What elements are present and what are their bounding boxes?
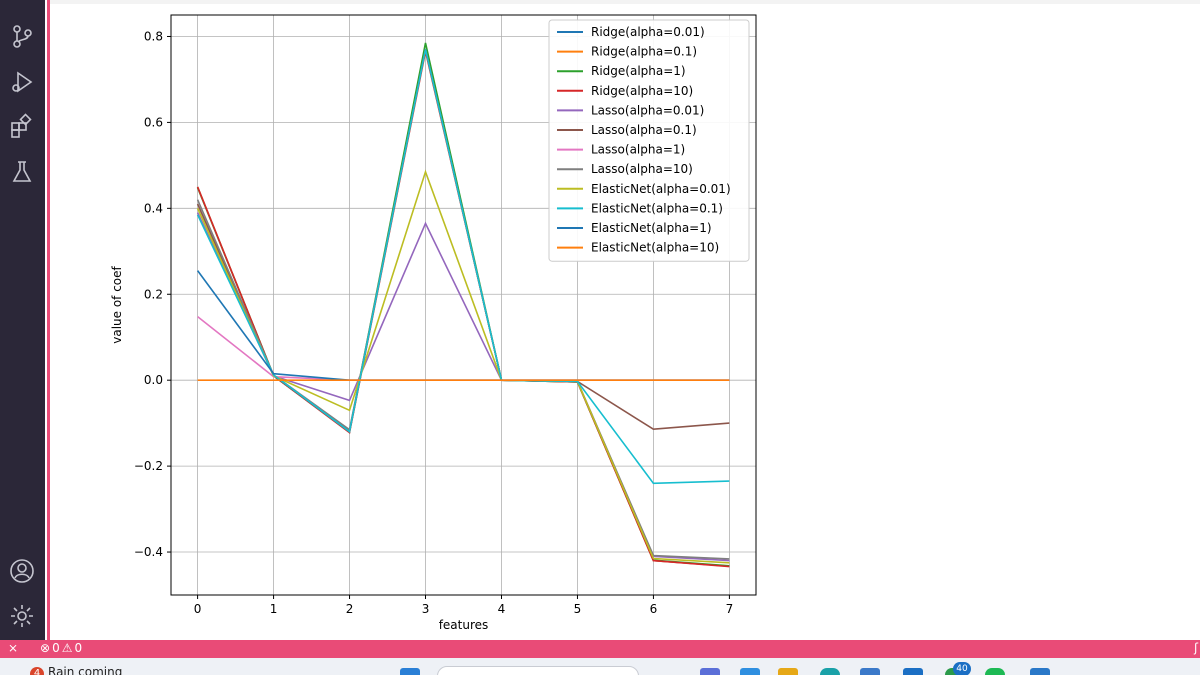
x-tick-label: 5 — [574, 602, 582, 616]
series-line — [197, 315, 730, 382]
legend-label: ElasticNet(alpha=1) — [591, 221, 712, 235]
settings-gear-icon[interactable] — [8, 602, 36, 630]
series-line — [196, 169, 730, 564]
x-tick-label: 3 — [422, 602, 430, 616]
coef-line-chart: 0 1 2 3 4 5 6 7 0.8 0.6 0.4 0.2 0.0 −0.2 −0.4 features v… — [110, 14, 757, 632]
testing-icon[interactable] — [8, 158, 36, 186]
plot-frame — [170, 14, 757, 596]
legend-label: Lasso(alpha=1) — [591, 143, 685, 157]
legend-label: Ridge(alpha=0.01) — [591, 25, 705, 39]
task-view-icon[interactable] — [700, 668, 720, 675]
outlook-icon[interactable] — [903, 668, 923, 675]
legend-box — [548, 19, 750, 262]
mail-icon[interactable] — [860, 668, 880, 675]
legend-label: Lasso(alpha=10) — [591, 162, 693, 176]
warning-count: 0 — [74, 641, 83, 655]
error-icon: ⊗ — [40, 641, 51, 655]
x-tick-label: 0 — [194, 602, 202, 616]
legend-label: Ridge(alpha=10) — [591, 84, 693, 98]
remote-indicator-icon[interactable]: ⨯ — [8, 641, 19, 655]
legend-label: Lasso(alpha=0.1) — [591, 123, 697, 137]
y-tick-label: 0.6 — [144, 115, 163, 129]
y-tick-label: 0.8 — [144, 29, 163, 43]
status-bar: ⨯ ⊗ 0 ⚠ 0 ʃ — [0, 640, 1200, 658]
error-count: 0 — [52, 641, 60, 655]
editor-top-strip — [50, 0, 1200, 4]
series-line — [196, 270, 730, 382]
notifications-bell-icon[interactable]: ʃ — [1193, 641, 1198, 655]
legend-label: Ridge(alpha=0.1) — [591, 45, 697, 59]
legend-label: ElasticNet(alpha=0.1) — [591, 201, 723, 215]
account-icon[interactable] — [8, 557, 36, 585]
y-tick-label: 0.4 — [144, 201, 163, 215]
x-tick-label: 7 — [726, 602, 734, 616]
y-tick-label: 0.0 — [144, 373, 163, 387]
plot-output: 0 1 2 3 4 5 6 7 0.8 0.6 0.4 0.2 0.0 −0.2 −0.4 features v… — [50, 4, 1200, 640]
legend-label: Lasso(alpha=0.01) — [591, 103, 704, 117]
legend-label: ElasticNet(alpha=10) — [591, 241, 719, 255]
y-tick-label: −0.2 — [134, 459, 163, 473]
series-line — [196, 49, 730, 485]
file-explorer-icon[interactable] — [778, 668, 798, 675]
legend-label: ElasticNet(alpha=0.01) — [591, 182, 731, 196]
source-control-icon[interactable] — [8, 22, 36, 50]
warning-icon: ⚠ — [61, 641, 73, 655]
problems-indicator[interactable]: ⊗ 0 ⚠ 0 — [40, 641, 82, 655]
spotify-icon[interactable] — [985, 668, 1005, 675]
x-tick-label: 6 — [650, 602, 658, 616]
x-tick-label: 1 — [270, 602, 278, 616]
windows-start-icon[interactable] — [400, 668, 420, 675]
vscode-icon[interactable] — [1030, 668, 1050, 675]
editor-focus-border — [47, 0, 50, 640]
x-axis-label: features — [439, 618, 489, 632]
weather-text[interactable]: Rain coming — [48, 665, 123, 675]
activity-bar — [0, 0, 45, 640]
run-debug-icon[interactable] — [8, 68, 36, 96]
y-tick-label: −0.4 — [134, 545, 163, 559]
x-tick-label: 4 — [498, 602, 506, 616]
widgets-icon[interactable] — [740, 668, 760, 675]
edge-browser-icon[interactable] — [820, 668, 840, 675]
series-line — [196, 212, 730, 562]
os-taskbar: 4 Rain coming 40 — [0, 658, 1200, 675]
taskbar-search-box[interactable] — [437, 666, 639, 675]
notification-count-badge: 40 — [953, 662, 971, 675]
x-tick-label: 2 — [346, 602, 354, 616]
y-axis-label: value of coef — [110, 265, 124, 343]
legend-label: Ridge(alpha=1) — [591, 64, 686, 78]
weather-badge[interactable]: 4 — [30, 667, 44, 675]
y-tick-label: 0.2 — [144, 287, 163, 301]
extensions-icon[interactable] — [8, 113, 36, 141]
